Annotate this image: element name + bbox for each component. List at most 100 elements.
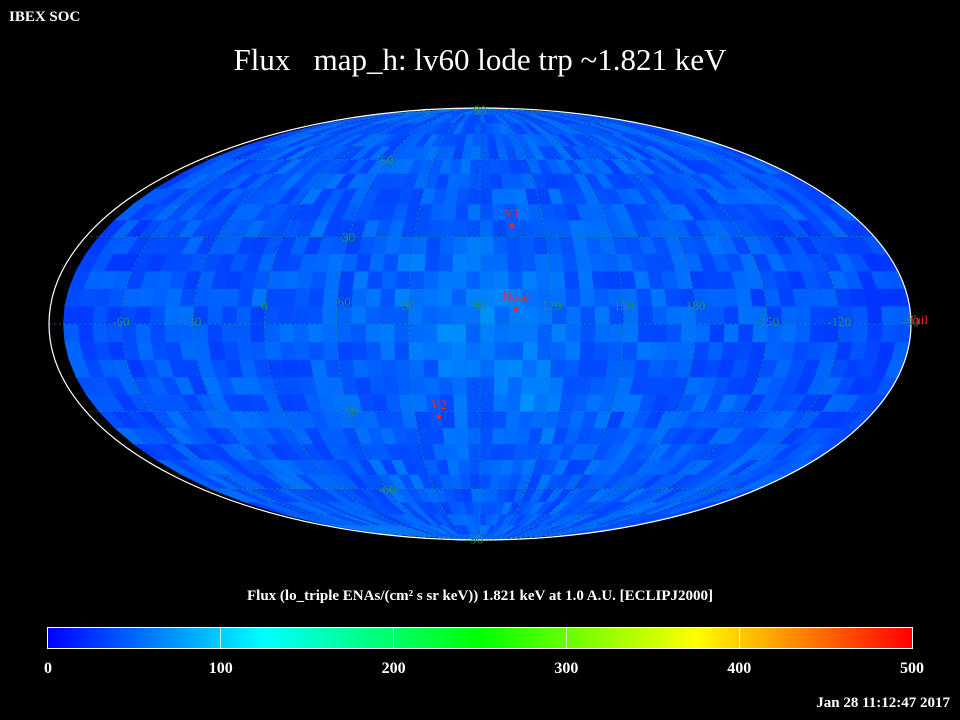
flux-pixel <box>379 305 395 325</box>
longitude-tick-label: -150 <box>755 314 779 329</box>
flux-pixel <box>149 305 166 325</box>
marker-label: V1 <box>504 206 520 221</box>
flux-pixel <box>522 323 538 343</box>
colorbar-caption: Flux (lo_triple ENAs/(cm² s sr keV)) 1.8… <box>246 588 713 604</box>
flux-pixel <box>533 376 550 395</box>
colorbar-tick-mark <box>220 628 222 648</box>
flux-pixel <box>479 203 493 221</box>
flux-pixel <box>479 427 493 445</box>
flux-pixel <box>382 376 399 395</box>
flux-pixel <box>521 359 538 378</box>
flux-pixel <box>579 305 596 325</box>
flux-pixel <box>465 359 481 378</box>
flux-pixel <box>635 288 653 307</box>
flux-pixel <box>561 253 578 272</box>
flux-pixel <box>577 270 594 289</box>
flux-pixel <box>63 305 80 325</box>
flux-pixel <box>440 219 456 237</box>
flux-pixel <box>492 410 507 429</box>
flux-pixel <box>221 323 237 343</box>
flux-pixel <box>422 288 438 307</box>
marker-label: V2 <box>431 397 447 412</box>
flux-pixel <box>794 305 811 325</box>
flux-pixel <box>163 305 180 325</box>
longitude-tick-label: -120 <box>827 314 851 329</box>
flux-pixel <box>594 323 610 343</box>
flux-pixel <box>292 323 309 343</box>
flux-pixel <box>307 323 323 343</box>
flux-pixel <box>450 323 467 343</box>
flux-pixel <box>206 323 223 343</box>
direction-markers: V1 Nose V2 Tail <box>431 206 928 419</box>
flux-pixel <box>411 393 428 412</box>
flux-pixel <box>507 270 523 289</box>
flux-pixel <box>134 305 152 325</box>
flux-pixel <box>479 443 493 460</box>
flux-pixel <box>488 474 501 490</box>
flux-pixel <box>350 323 366 343</box>
flux-pixel <box>493 253 509 272</box>
flux-pixel <box>637 305 653 325</box>
flux-pixel <box>438 236 455 254</box>
flux-pixel <box>468 459 481 475</box>
flux-pixel <box>522 341 538 360</box>
coordinate-grid <box>49 108 911 540</box>
flux-pixel <box>649 341 667 360</box>
flux-pixel <box>708 305 725 325</box>
flux-pixel <box>427 410 443 429</box>
flux-pixel <box>490 188 505 205</box>
flux-pixel <box>479 159 491 174</box>
flux-pixel <box>504 410 520 429</box>
flux-pixel <box>880 323 897 343</box>
flux-pixel <box>479 359 495 378</box>
flux-pixel <box>507 341 524 360</box>
flux-pixel <box>547 253 564 272</box>
flux-pixel <box>651 305 668 325</box>
flux-pixel <box>437 253 454 272</box>
flux-pixel <box>522 305 538 325</box>
flux-pixel <box>293 341 311 360</box>
flux-pixel <box>425 236 441 254</box>
flux-pixel <box>574 253 592 272</box>
flux-pixel <box>519 236 535 254</box>
marker-dot <box>436 414 442 419</box>
flux-pixel <box>451 359 467 378</box>
flux-pixel <box>665 323 682 343</box>
flux-pixel <box>505 236 522 254</box>
meridian-line <box>479 108 768 540</box>
marker-dot <box>513 307 518 312</box>
flux-pixel <box>335 323 352 343</box>
flux-pixel <box>492 236 508 254</box>
flux-pixel <box>563 270 580 289</box>
flux-pixel <box>621 341 638 360</box>
flux-pixel <box>515 427 531 445</box>
flux-pixel <box>437 359 453 378</box>
flux-pixel <box>479 376 495 395</box>
flux-pixel <box>503 427 519 445</box>
flux-pixel <box>134 323 152 343</box>
flux-pixel <box>851 305 869 325</box>
flux-pixel <box>723 323 739 343</box>
flux-pixel <box>479 488 490 503</box>
flux-pixel <box>455 443 470 460</box>
flux-pixel <box>564 288 581 307</box>
flux-pixel <box>608 323 625 343</box>
flux-pixel <box>593 341 610 360</box>
colorbar-tick-label: 400 <box>727 660 752 677</box>
flux-pixel <box>278 323 295 343</box>
flux-pixel <box>565 323 581 343</box>
flux-pixel <box>506 376 523 395</box>
flux-pixel <box>350 341 367 360</box>
flux-pixel <box>492 219 507 237</box>
colorbar-tick-mark <box>565 628 567 648</box>
flux-pixel <box>410 376 427 395</box>
colorbar-tick-label: 0 <box>44 660 52 677</box>
colorbar-tick-label: 200 <box>381 660 406 677</box>
flux-pixel <box>307 305 323 325</box>
flux-pixel <box>350 288 367 307</box>
flux-pixel <box>221 288 240 307</box>
meridian-line <box>264 108 481 540</box>
flux-pixel <box>506 253 523 272</box>
flux-pixel <box>394 359 411 378</box>
flux-pixel <box>364 305 381 325</box>
